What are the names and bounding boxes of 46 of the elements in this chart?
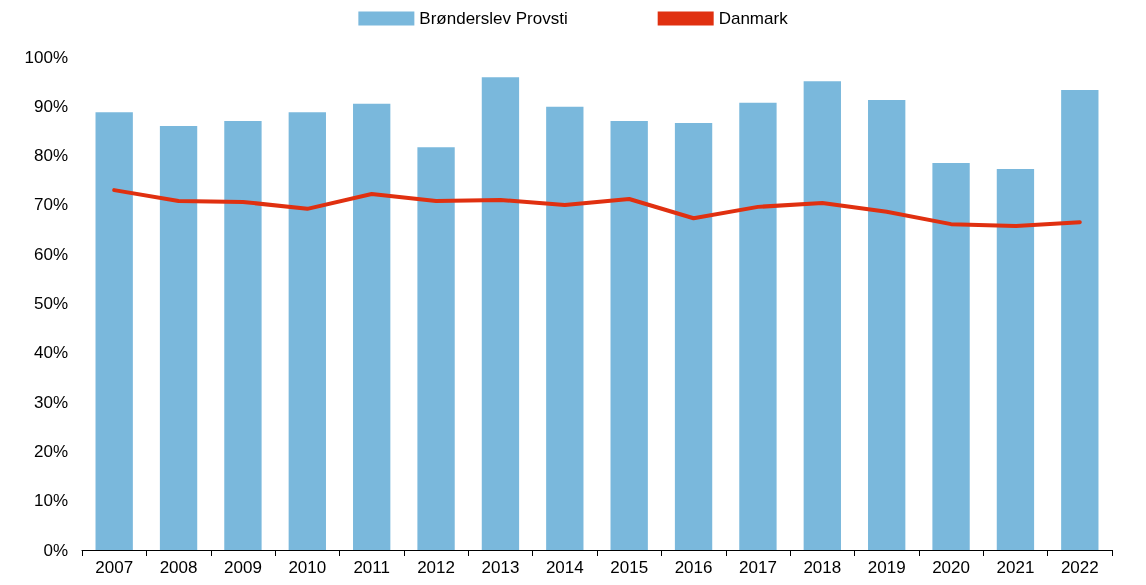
bar — [288, 112, 326, 550]
bar — [546, 106, 584, 550]
bar — [803, 81, 841, 550]
x-tick-label: 2012 — [417, 558, 455, 577]
x-tick-label: 2014 — [545, 558, 584, 577]
bar — [353, 103, 391, 550]
bar — [95, 112, 133, 550]
legend-label: Brønderslev Provsti — [419, 9, 568, 28]
bar — [610, 121, 648, 550]
x-tick-label: 2010 — [288, 558, 327, 577]
x-tick-label: 2020 — [932, 558, 970, 577]
y-tick-label: 60% — [33, 244, 68, 264]
legend-label: Danmark — [718, 9, 789, 28]
x-tick-label: 2007 — [95, 558, 134, 577]
bar — [1061, 90, 1099, 550]
x-tick-label: 2008 — [159, 558, 198, 577]
bar — [739, 102, 777, 550]
x-tick-label: 2011 — [353, 558, 390, 577]
bar — [996, 168, 1035, 550]
bar — [481, 77, 520, 550]
y-tick-label: 20% — [33, 441, 68, 461]
x-tick-label: 2009 — [224, 558, 262, 577]
x-tick-label: 2021 — [996, 558, 1035, 577]
bar — [674, 123, 713, 550]
y-tick-label: 10% — [33, 491, 68, 511]
y-tick-label: 40% — [33, 343, 68, 363]
bar — [932, 163, 970, 550]
bar — [417, 147, 455, 550]
y-tick-label: 100% — [24, 47, 68, 67]
x-tick-label: 2013 — [481, 558, 520, 577]
y-tick-label: 30% — [33, 392, 68, 412]
bar — [224, 121, 262, 550]
y-tick-label: 70% — [33, 195, 68, 215]
y-tick-label: 80% — [33, 146, 68, 166]
x-tick-label: 2022 — [1060, 558, 1099, 577]
x-tick-label: 2015 — [610, 558, 649, 577]
bar — [868, 99, 906, 550]
x-tick-label: 2017 — [739, 558, 777, 577]
bar — [159, 126, 198, 550]
y-tick-label: 90% — [33, 96, 68, 116]
y-tick-label: 0% — [43, 540, 68, 560]
x-tick-label: 2019 — [867, 558, 906, 577]
x-tick-label: 2016 — [674, 558, 713, 577]
line-series — [112, 188, 1082, 229]
y-tick-label: 50% — [33, 294, 68, 313]
x-tick-label: 2018 — [803, 558, 842, 577]
